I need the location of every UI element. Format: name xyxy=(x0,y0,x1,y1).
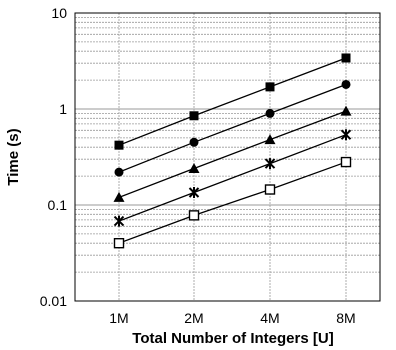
y-tick-label: 0.01 xyxy=(40,293,67,309)
series-layer xyxy=(113,53,352,249)
series-line xyxy=(118,161,347,244)
star-marker xyxy=(264,158,276,170)
open-square-marker xyxy=(264,184,276,195)
plot-frame xyxy=(74,12,381,302)
series-3 xyxy=(113,105,352,202)
x-tick-label: 1M xyxy=(109,310,128,326)
series-line xyxy=(118,57,347,146)
series-line xyxy=(118,83,347,173)
circle-marker xyxy=(341,79,351,89)
circle-marker xyxy=(265,108,275,118)
open-square-marker xyxy=(340,156,352,168)
x-axis-title: Total Number of Integers [U] xyxy=(132,330,333,347)
y-tick-label: 10 xyxy=(51,5,67,21)
series-line xyxy=(118,134,347,222)
open-square-marker xyxy=(188,210,200,221)
open-square-marker xyxy=(113,238,125,249)
square-marker xyxy=(114,140,124,150)
y-tick-label: 1 xyxy=(59,101,67,117)
triangle-marker xyxy=(264,134,276,145)
series-4 xyxy=(113,129,352,227)
series-line xyxy=(118,110,347,199)
circle-marker xyxy=(189,137,199,147)
triangle-marker xyxy=(113,191,125,202)
square-marker xyxy=(265,82,275,92)
y-tick-label: 0.1 xyxy=(48,197,68,213)
x-tick-labels: 1M 2M 4M 8M xyxy=(109,310,355,326)
y-axis-title: Time (s) xyxy=(5,128,22,185)
triangle-marker xyxy=(188,162,200,173)
y-tick-labels: 10 1 0.1 0.01 xyxy=(40,5,67,309)
series-1 xyxy=(114,53,351,150)
star-marker xyxy=(188,186,200,198)
x-tick-label: 4M xyxy=(260,310,279,326)
x-tick-label: 2M xyxy=(184,310,203,326)
circle-marker xyxy=(114,167,124,177)
square-marker xyxy=(341,53,351,63)
star-marker xyxy=(113,215,125,227)
x-tick-label: 8M xyxy=(336,310,355,326)
series-5 xyxy=(113,156,352,249)
triangle-marker xyxy=(340,105,352,116)
grid-lines xyxy=(75,13,380,301)
square-marker xyxy=(189,111,199,121)
star-marker xyxy=(340,129,352,141)
series-2 xyxy=(114,79,351,177)
